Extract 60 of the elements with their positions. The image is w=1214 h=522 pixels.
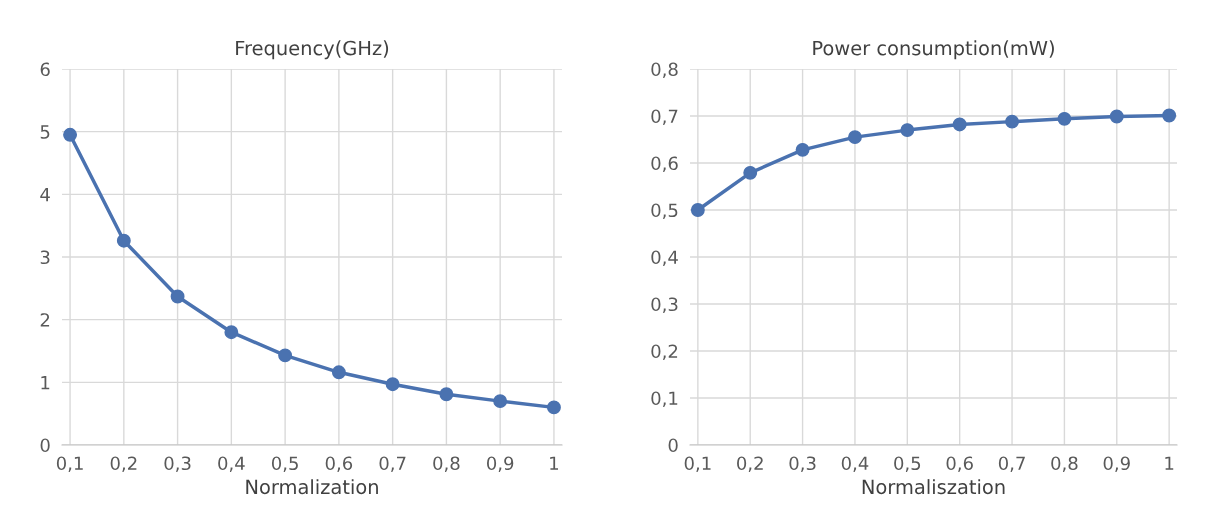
- x-tick-label: 1: [1165, 456, 1174, 470]
- x-tick-label: 0,4: [218, 456, 245, 472]
- x-tick-label: 0,5: [271, 456, 298, 472]
- x-tick-label: 0,2: [737, 456, 763, 472]
- y-tick-label: 0,4: [651, 250, 678, 266]
- chart-title: Power consumption(mW): [813, 40, 1054, 60]
- y-tick-label: 0,7: [651, 109, 678, 125]
- point: [439, 387, 454, 402]
- y-tick-label: 0,5: [651, 203, 678, 219]
- x-tick-label: 0,9: [1103, 456, 1130, 472]
- y-tick-label: 0,8: [651, 62, 678, 78]
- y-tick-label: 0,3: [651, 297, 678, 313]
- point: [1005, 114, 1019, 129]
- point: [1109, 109, 1124, 124]
- x-tick-label: 0,6: [946, 456, 973, 472]
- x-tick-label: 0,7: [998, 456, 1025, 472]
- point: [795, 142, 810, 157]
- y-tick-label: 4: [40, 188, 50, 202]
- y-tick-label: 0,6: [651, 156, 678, 172]
- x-axis-title: Normalization: [246, 479, 378, 495]
- y-tick-label: 0: [668, 438, 678, 453]
- x-tick-label: 0,5: [894, 456, 921, 472]
- x-tick-label: 0,7: [379, 456, 406, 472]
- point: [952, 117, 967, 132]
- point: [493, 394, 508, 409]
- x-axis-title: Normaliszation: [862, 479, 1005, 495]
- point: [385, 377, 400, 392]
- x-tick-label: 0,8: [1051, 456, 1078, 472]
- x-tick-label: 0,9: [487, 456, 514, 472]
- y-tick-label: 0,2: [651, 344, 678, 360]
- x-tick-label: 0,1: [56, 456, 83, 472]
- x-tick-label: 0,8: [433, 456, 460, 472]
- point: [848, 130, 862, 145]
- y-tick-label: 2: [40, 313, 50, 327]
- point: [1057, 111, 1072, 126]
- y-tick-label: 3: [40, 250, 50, 265]
- x-tick-label: 0,6: [325, 456, 353, 472]
- x-tick-label: 0,4: [841, 456, 869, 472]
- chart-title: Frequency(GHz): [236, 40, 389, 60]
- x-tick-label: 0,3: [789, 456, 816, 472]
- y-tick-label: 0: [40, 438, 50, 453]
- y-tick-label: 0,1: [651, 391, 678, 407]
- x-tick-label: 0,2: [110, 456, 137, 472]
- y-tick-label: 1: [41, 376, 50, 390]
- point: [331, 365, 346, 380]
- point: [743, 165, 758, 180]
- point: [1162, 108, 1177, 123]
- x-tick-label: 0,3: [164, 456, 191, 472]
- point: [546, 400, 561, 415]
- point: [900, 123, 915, 138]
- point: [224, 325, 239, 340]
- point: [690, 203, 705, 217]
- point: [170, 289, 185, 304]
- x-tick-label: 1: [550, 456, 559, 470]
- y-tick-label: 6: [40, 62, 50, 77]
- point: [63, 127, 78, 142]
- point: [116, 233, 131, 248]
- y-tick-label: 5: [40, 125, 50, 139]
- point: [278, 348, 293, 363]
- x-tick-label: 0,1: [684, 456, 711, 472]
